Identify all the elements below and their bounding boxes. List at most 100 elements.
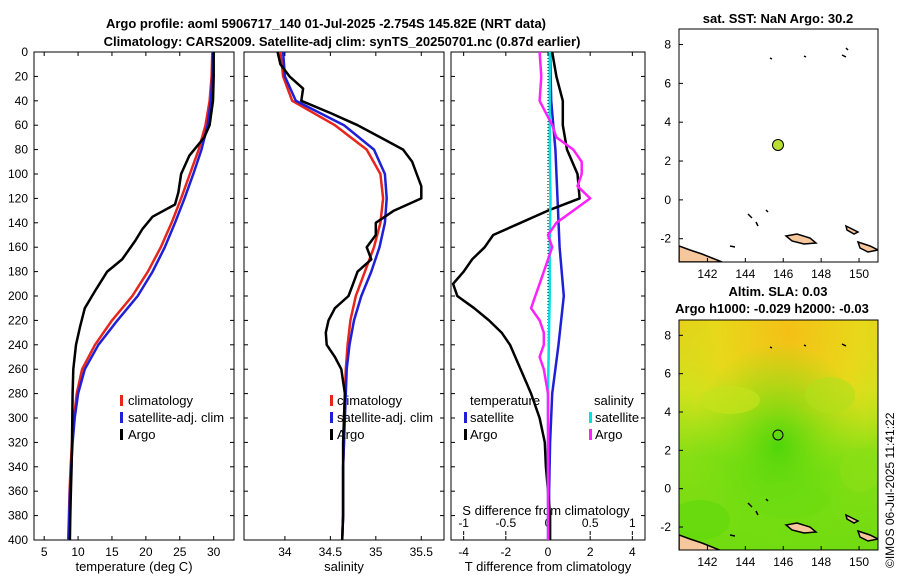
depth-tick-label: 320 <box>8 435 28 449</box>
sla-map-title-line1: Altim. SLA: 0.03 <box>729 284 828 299</box>
depth-tick-label: 140 <box>8 216 28 230</box>
temp-xtick-label: 20 <box>139 545 153 559</box>
difference-legend: temperature salinity satellite Argo sate… <box>464 393 639 442</box>
sla-island-1 <box>784 522 818 534</box>
sla-island-3 <box>856 529 878 542</box>
depth-tick-label: 0 <box>21 45 28 59</box>
sst-island-3 <box>856 240 878 253</box>
depth-tick-label: 40 <box>15 94 29 108</box>
sla-xtick-label: 144 <box>735 555 755 569</box>
depth-tick-label: 400 <box>8 533 28 547</box>
legend-argo-swatch <box>120 429 123 440</box>
diff-xlabel: T difference from climatology <box>465 559 632 574</box>
depth-tick-label: 80 <box>15 143 29 157</box>
sst-island-4 <box>729 47 849 248</box>
depth-tick-label: 300 <box>8 411 28 425</box>
temp-xtick-label: 15 <box>105 545 119 559</box>
sst-island-2 <box>844 224 860 235</box>
depth-tick-label: 340 <box>8 460 28 474</box>
sst-land-sw <box>679 245 723 262</box>
sla-ytick-label: 4 <box>664 405 671 419</box>
diff-xtick-label: 2 <box>587 545 594 559</box>
legend-satellite-label: satellite-adj. clim <box>128 410 224 425</box>
sla-ytick-label: -2 <box>660 520 671 534</box>
sst-xtick-label: 142 <box>697 267 717 281</box>
sla-map-frame <box>678 319 879 551</box>
legend-temp-satellite-swatch <box>464 412 467 423</box>
sst-ytick-label: 0 <box>664 193 671 207</box>
sla-ytick-label: 8 <box>664 328 671 342</box>
sst-island-1 <box>784 233 818 245</box>
depth-tick-label: 60 <box>15 118 29 132</box>
diff-xtick-label: -4 <box>458 545 469 559</box>
legend-sal-satellite-swatch <box>589 412 592 423</box>
sal-series-argo <box>276 51 423 541</box>
temp-xtick-label: 25 <box>173 545 187 559</box>
sst-ytick-label: -2 <box>660 232 671 246</box>
legend-climatology-label: climatology <box>337 393 403 408</box>
temp-xtick-label: 5 <box>41 545 48 559</box>
depth-tick-label: 280 <box>8 387 28 401</box>
legend-climatology-swatch <box>120 395 123 406</box>
sla-argo-marker <box>772 429 784 441</box>
diff-top-xtick-label: 0.5 <box>582 516 599 530</box>
legend-argo-label: Argo <box>128 427 155 442</box>
diff-xtick-label: 4 <box>629 545 636 559</box>
sst-coastlines <box>679 47 878 262</box>
sst-ytick-label: 6 <box>664 76 671 90</box>
sst-xtick-label: 144 <box>735 267 755 281</box>
depth-tick-label: 220 <box>8 313 28 327</box>
depth-tick-label: 380 <box>8 509 28 523</box>
legend-temp-argo-label: Argo <box>470 427 497 442</box>
depth-tick-label: 180 <box>8 265 28 279</box>
legend-satellite-label: satellite-adj. clim <box>337 410 433 425</box>
sst-xtick-label: 148 <box>811 267 831 281</box>
sla-xtick-label: 142 <box>697 555 717 569</box>
legend-argo-swatch <box>330 429 333 440</box>
figure-title-line2: Climatology: CARS2009. Satellite-adj cli… <box>104 34 581 49</box>
temp-xtick-label: 10 <box>71 545 85 559</box>
sla-ytick-label: 6 <box>664 367 671 381</box>
depth-tick-label: 20 <box>15 69 29 83</box>
sla-xtick-label: 148 <box>811 555 831 569</box>
legend-argo-label: Argo <box>337 427 364 442</box>
sla-ytick-label: 2 <box>664 443 671 457</box>
depth-tick-label: 360 <box>8 484 28 498</box>
legend-sal-satellite-label: satellite <box>595 410 639 425</box>
temp-xtick-label: 30 <box>207 545 221 559</box>
sal-xtick-label: 35.5 <box>410 545 434 559</box>
diff-top-xlabel: S difference from climatology <box>462 503 630 518</box>
sst-ytick-label: 4 <box>664 115 671 129</box>
temperature-legend: climatology satellite-adj. clim Argo <box>120 393 224 442</box>
sst-ytick-label: 2 <box>664 154 671 168</box>
sla-heatmap <box>679 320 878 550</box>
legend-temp-argo-swatch <box>464 429 467 440</box>
sla-island-2 <box>844 513 860 524</box>
sal-xtick-label: 35 <box>369 545 383 559</box>
sal-xtick-label: 34.5 <box>319 545 343 559</box>
diff-xtick-label: -2 <box>500 545 511 559</box>
depth-tick-label: 120 <box>8 191 28 205</box>
sst-map: 142 144 146 148 150 -2 0 2 4 6 8 <box>660 28 879 281</box>
diff-top-xtick-label: -0.5 <box>495 516 516 530</box>
sla-map: 142 144 146 148 150 -2 0 2 4 6 8 <box>660 319 879 569</box>
legend-climatology-label: climatology <box>128 393 194 408</box>
sla-island-4 <box>729 343 847 537</box>
sla-xtick-label: 150 <box>849 555 869 569</box>
sst-ytick-label: 8 <box>664 38 671 52</box>
sla-land-sw <box>679 534 722 550</box>
diff-top-xtick-label: 1 <box>629 516 636 530</box>
depth-tick-label: 240 <box>8 338 28 352</box>
depth-tick-label: 200 <box>8 289 28 303</box>
legend-sal-argo-swatch <box>589 429 592 440</box>
temperature-panel: 0 20 40 60 80 100 120 140 160 180 200 220 240 260 280 3… <box>8 45 235 574</box>
temp-plot-frame <box>33 51 235 541</box>
sst-map-title: sat. SST: NaN Argo: 30.2 <box>703 11 854 26</box>
legend-temp-satellite-label: satellite <box>470 410 514 425</box>
sla-ytick-label: 0 <box>664 482 671 496</box>
legend-temperature-heading: temperature <box>470 393 540 408</box>
diff-xtick-label: 0 <box>545 545 552 559</box>
temp-xlabel: temperature (deg C) <box>75 559 192 574</box>
sal-xtick-label: 34 <box>278 545 292 559</box>
depth-tick-label: 260 <box>8 362 28 376</box>
